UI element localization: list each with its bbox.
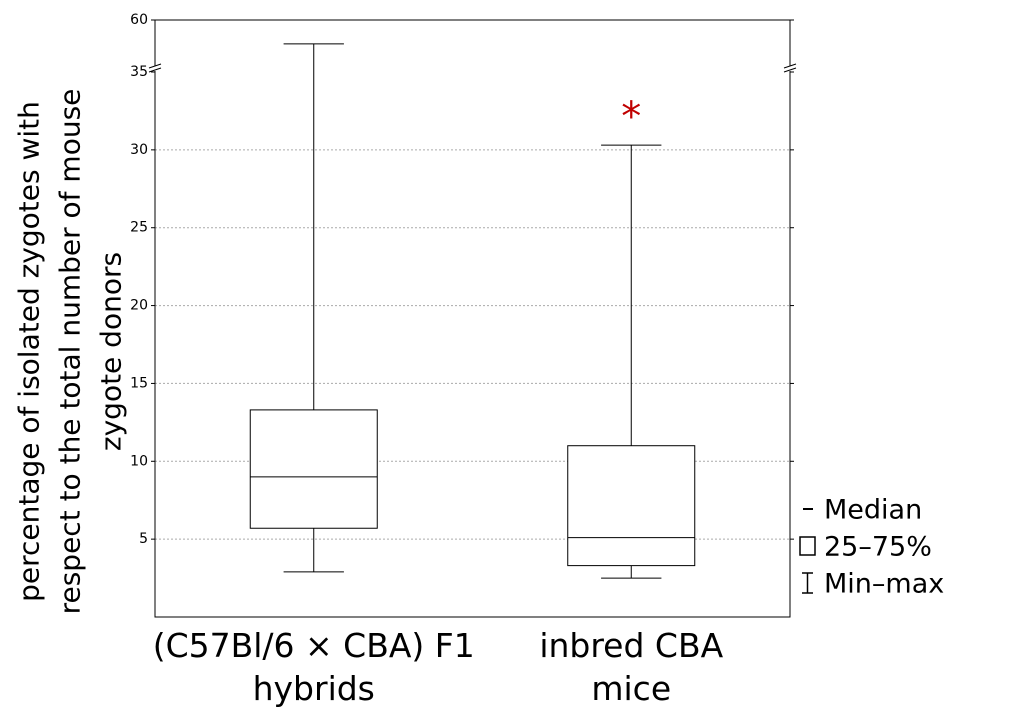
box: [567, 445, 696, 567]
axis-break: [149, 66, 161, 71]
axis-break: [783, 63, 797, 69]
axis-break: [148, 67, 162, 73]
y-tick-label: 25: [130, 220, 148, 236]
y-axis-label: percentage of isolated zygotes with resp…: [12, 88, 128, 615]
legend-symbol: [799, 536, 816, 556]
axis-break: [784, 66, 796, 71]
y-tick-label: 30: [130, 142, 148, 158]
plot-frame: [154, 19, 791, 618]
y-tick-label: 5: [139, 531, 148, 547]
legend-label: 25–75%: [824, 532, 932, 563]
y-tick-label: 15: [130, 375, 148, 391]
legend-label: Median: [824, 495, 922, 526]
y-tick-label: 20: [130, 298, 148, 314]
y-tick-label: 60: [130, 12, 148, 28]
x-tick-label: inbred CBA mice: [539, 626, 724, 708]
x-tick-label: (C57Bl/6 × CBA) F1 hybrids: [152, 626, 475, 708]
axis-break: [783, 67, 797, 73]
box: [249, 409, 378, 529]
y-tick-label: 35: [130, 64, 148, 80]
axis-break: [148, 63, 162, 69]
y-tick-label: 10: [130, 453, 148, 469]
legend-label: Min–max: [824, 569, 944, 600]
annotation: *: [621, 94, 641, 140]
